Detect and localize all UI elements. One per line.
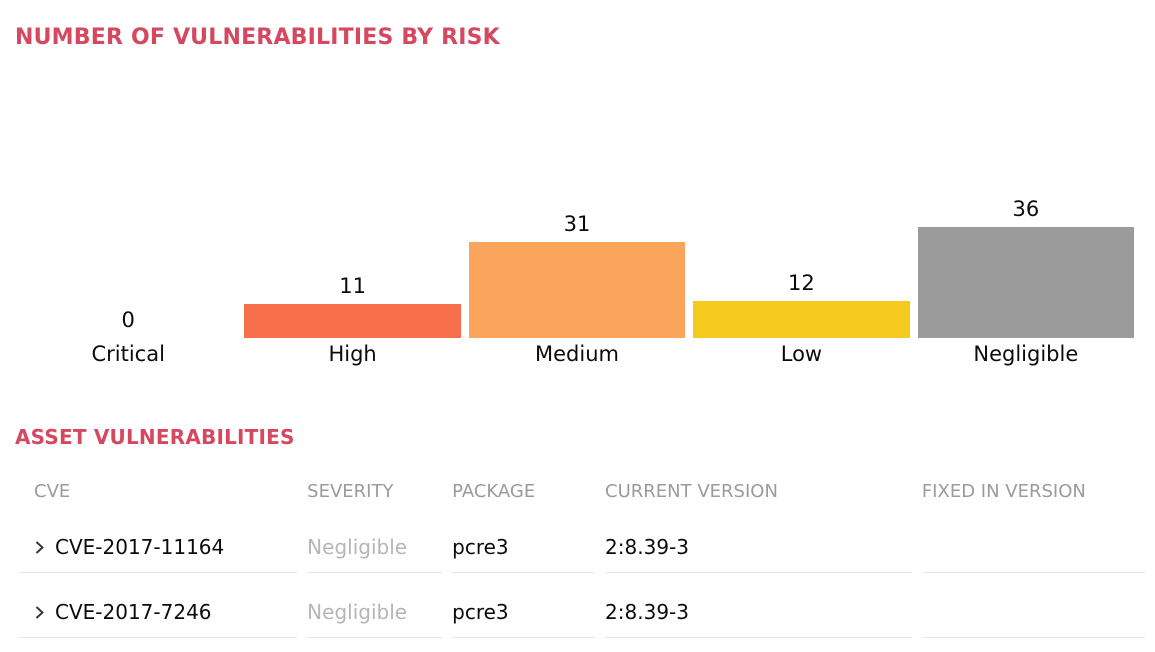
table-row[interactable]: CVE-2017-7246 Negligible pcre3 2:8.39-3	[18, 587, 1145, 638]
column-header-package: PACKAGE	[452, 480, 536, 502]
bar-column-high: 11	[240, 273, 464, 338]
severity-value: Negligible	[307, 587, 443, 638]
bar-value-negligible: 36	[1012, 197, 1040, 221]
category-label-high: High	[328, 342, 377, 366]
bar-column-critical: 0	[16, 307, 240, 338]
column-header-fixed-in-version: FIXED IN VERSION	[921, 480, 1086, 502]
expand-chevron-icon[interactable]	[34, 601, 45, 625]
bar-value-critical: 0	[121, 308, 135, 332]
fixed-in-version-value	[921, 587, 1145, 638]
expand-chevron-icon[interactable]	[34, 536, 45, 560]
bar-value-low: 12	[788, 271, 815, 295]
severity-value: Negligible	[307, 522, 443, 573]
bar-low[interactable]	[693, 301, 910, 338]
cve-id: CVE-2017-11164	[55, 534, 225, 559]
chart-section-title: NUMBER OF VULNERABILITIES BY RISK	[15, 25, 500, 50]
bar-column-medium: 31	[465, 211, 689, 338]
bar-value-medium: 31	[563, 212, 591, 236]
bar-value-high: 11	[339, 274, 366, 298]
category-label-low: Low	[780, 342, 823, 366]
table-section-title: ASSET VULNERABILITIES	[15, 425, 295, 449]
chart-category-axis: Critical High Medium Low Negligible	[16, 342, 1138, 367]
category-label-negligible: Negligible	[973, 342, 1079, 366]
column-header-severity: SEVERITY	[307, 480, 394, 502]
package-value: pcre3	[452, 522, 596, 573]
bar-medium[interactable]	[468, 242, 686, 338]
table-header-row: CVE SEVERITY PACKAGE CURRENT VERSION FIX…	[18, 474, 1145, 508]
bar-high[interactable]	[244, 304, 461, 338]
cve-id: CVE-2017-7246	[55, 599, 212, 624]
bar-column-negligible: 36	[914, 196, 1138, 338]
bar-column-low: 12	[689, 270, 913, 338]
chart-plot-area: 0 11 31 12 36	[16, 60, 1138, 338]
column-header-cve: CVE	[34, 480, 71, 502]
category-label-critical: Critical	[91, 342, 165, 366]
vulnerabilities-bar-chart: 0 11 31 12 36 Critical High Medium Low N…	[16, 60, 1138, 367]
bar-negligible[interactable]	[917, 227, 1135, 338]
current-version-value: 2:8.39-3	[605, 522, 912, 573]
column-header-current-version: CURRENT VERSION	[605, 480, 778, 502]
package-value: pcre3	[452, 587, 596, 638]
asset-vulnerabilities-table: CVE SEVERITY PACKAGE CURRENT VERSION FIX…	[8, 460, 1155, 652]
fixed-in-version-value	[921, 522, 1145, 573]
table-row[interactable]: CVE-2017-11164 Negligible pcre3 2:8.39-3	[18, 522, 1145, 573]
current-version-value: 2:8.39-3	[605, 587, 912, 638]
category-label-medium: Medium	[535, 342, 619, 366]
